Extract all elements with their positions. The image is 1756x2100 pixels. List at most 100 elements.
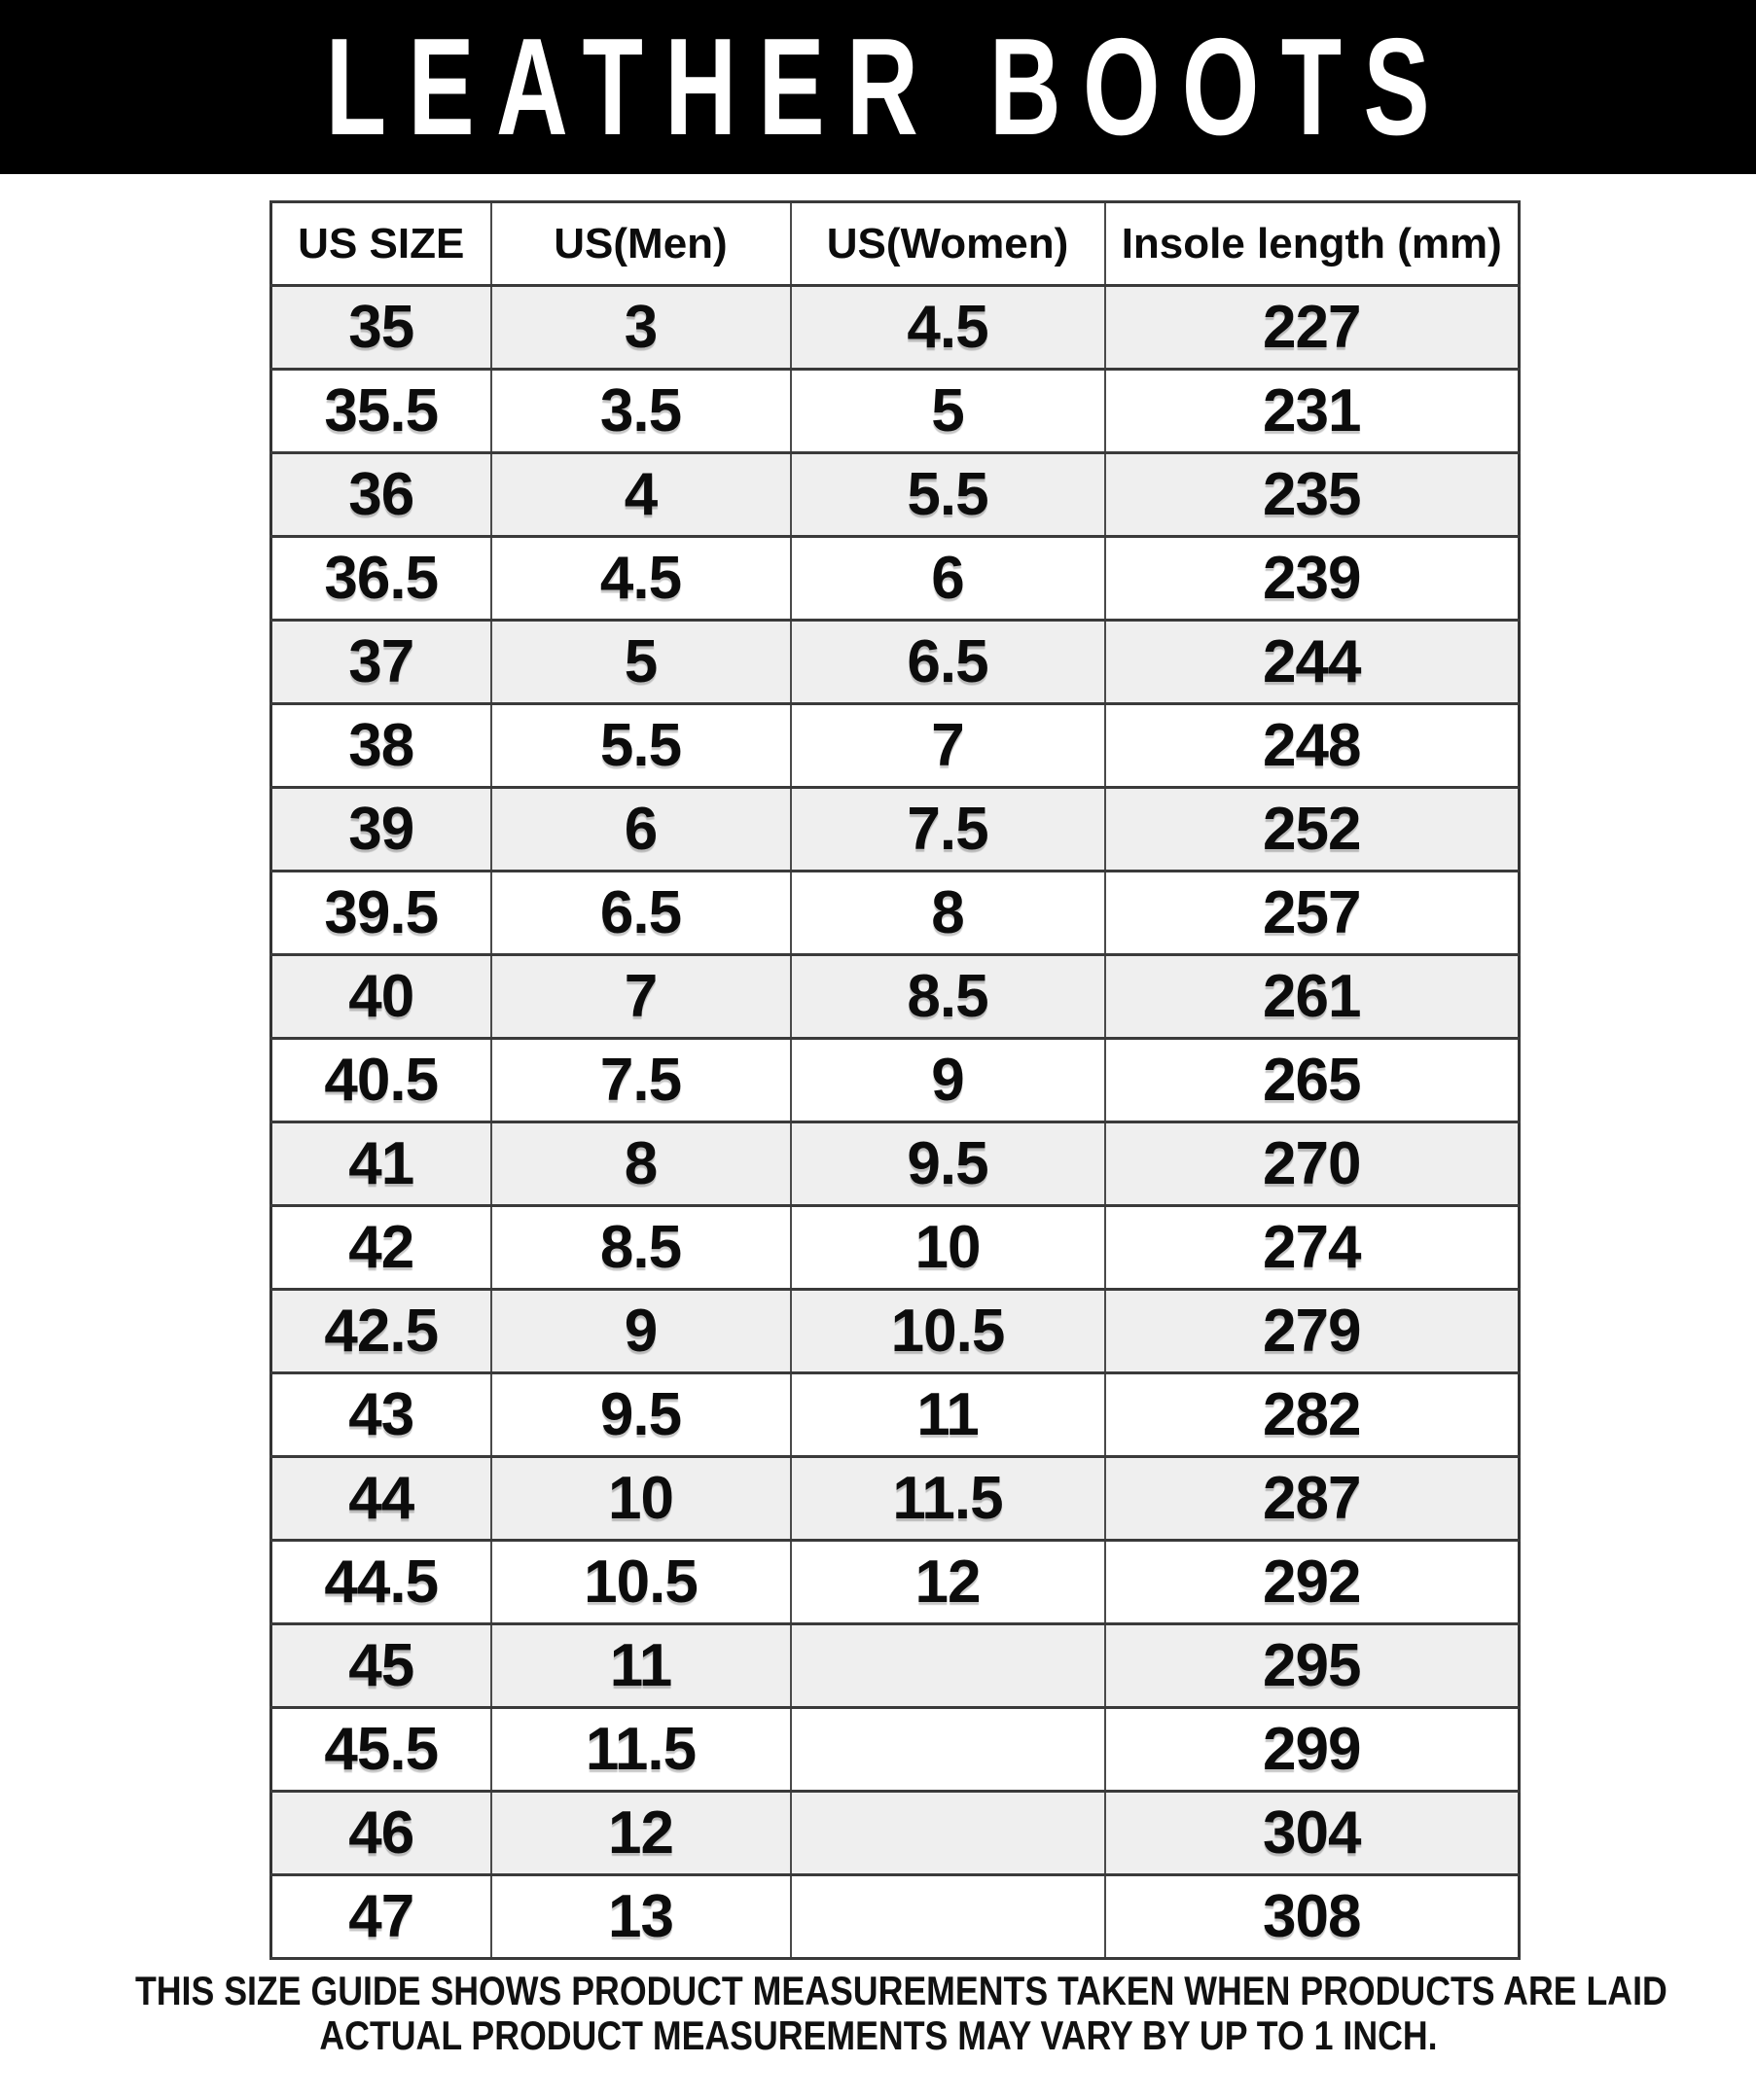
cell-us-size: 42.5 [269, 1288, 492, 1374]
cell-insole-length: 261 [1103, 953, 1521, 1040]
cell-us-size: 36 [269, 451, 492, 538]
table-row: 37 5 6.5 244 [269, 619, 1521, 705]
cell-us-women: 6 [789, 535, 1106, 622]
cell-us-men: 7.5 [489, 1037, 792, 1123]
table-row: 39.5 6.5 8 257 [269, 870, 1521, 956]
cell-us-size: 40 [269, 953, 492, 1040]
column-header-us-men: US(Men) [489, 200, 792, 287]
cell-insole-length: 287 [1103, 1455, 1521, 1542]
cell-us-men: 4 [489, 451, 792, 538]
cell-us-size: 37 [269, 619, 492, 705]
footer-note-line-1: THIS SIZE GUIDE SHOWS PRODUCT MEASUREMEN… [134, 1968, 1667, 2013]
cell-insole-length: 231 [1103, 368, 1521, 454]
cell-us-women [789, 1790, 1106, 1876]
table-row: 44.5 10.5 12 292 [269, 1539, 1521, 1625]
footer-note: THIS SIZE GUIDE SHOWS PRODUCT MEASUREMEN… [0, 1969, 1756, 2058]
cell-insole-length: 299 [1103, 1706, 1521, 1793]
cell-us-women: 11.5 [789, 1455, 1106, 1542]
cell-insole-length: 270 [1103, 1121, 1521, 1207]
cell-us-size: 36.5 [269, 535, 492, 622]
cell-us-size: 39.5 [269, 870, 492, 956]
cell-us-women: 11 [789, 1371, 1106, 1458]
cell-us-women: 7.5 [789, 786, 1106, 872]
cell-insole-length: 248 [1103, 702, 1521, 789]
cell-us-men: 11.5 [489, 1706, 792, 1793]
column-header-us-women: US(Women) [789, 200, 1106, 287]
column-header-us-size: US SIZE [269, 200, 492, 287]
table-row: 43 9.5 11 282 [269, 1371, 1521, 1458]
table-row: 36.5 4.5 6 239 [269, 535, 1521, 622]
cell-insole-length: 239 [1103, 535, 1521, 622]
cell-insole-length: 265 [1103, 1037, 1521, 1123]
table-row: 36 4 5.5 235 [269, 451, 1521, 538]
cell-us-women: 9 [789, 1037, 1106, 1123]
cell-us-women: 4.5 [789, 284, 1106, 371]
cell-insole-length: 235 [1103, 451, 1521, 538]
cell-us-men: 10.5 [489, 1539, 792, 1625]
cell-us-size: 43 [269, 1371, 492, 1458]
page-title-text: LEATHER BOOTS [326, 9, 1452, 164]
cell-us-size: 38 [269, 702, 492, 789]
cell-us-size: 42 [269, 1204, 492, 1291]
cell-insole-length: 252 [1103, 786, 1521, 872]
cell-insole-length: 279 [1103, 1288, 1521, 1374]
cell-insole-length: 257 [1103, 870, 1521, 956]
size-table: US SIZE US(Men) US(Women) Insole length … [269, 200, 1521, 1960]
cell-insole-length: 292 [1103, 1539, 1521, 1625]
cell-us-men: 10 [489, 1455, 792, 1542]
cell-us-women: 7 [789, 702, 1106, 789]
cell-insole-length: 304 [1103, 1790, 1521, 1876]
cell-us-men: 8.5 [489, 1204, 792, 1291]
table-row: 35.5 3.5 5 231 [269, 368, 1521, 454]
cell-insole-length: 282 [1103, 1371, 1521, 1458]
cell-us-men: 12 [489, 1790, 792, 1876]
cell-insole-length: 308 [1103, 1873, 1521, 1960]
table-row: 44 10 11.5 287 [269, 1455, 1521, 1542]
page-title: LEATHER BOOTS [81, 18, 1674, 157]
cell-us-women: 9.5 [789, 1121, 1106, 1207]
column-header-insole-length: Insole length (mm) [1103, 200, 1521, 287]
table-row: 38 5.5 7 248 [269, 702, 1521, 789]
cell-us-men: 4.5 [489, 535, 792, 622]
cell-us-size: 40.5 [269, 1037, 492, 1123]
cell-us-size: 46 [269, 1790, 492, 1876]
cell-us-size: 44 [269, 1455, 492, 1542]
table-row: 35 3 4.5 227 [269, 284, 1521, 371]
cell-us-women: 8.5 [789, 953, 1106, 1040]
cell-insole-length: 295 [1103, 1622, 1521, 1709]
cell-us-men: 3 [489, 284, 792, 371]
table-row: 46 12 304 [269, 1790, 1521, 1876]
title-banner: LEATHER BOOTS [0, 0, 1756, 174]
cell-us-size: 35 [269, 284, 492, 371]
table-header-row: US SIZE US(Men) US(Women) Insole length … [269, 200, 1521, 287]
cell-us-men: 7 [489, 953, 792, 1040]
cell-insole-length: 244 [1103, 619, 1521, 705]
table-row: 42 8.5 10 274 [269, 1204, 1521, 1291]
cell-us-women: 8 [789, 870, 1106, 956]
cell-us-size: 39 [269, 786, 492, 872]
cell-us-women: 6.5 [789, 619, 1106, 705]
footer-note-line-2: ACTUAL PRODUCT MEASUREMENTS MAY VARY BY … [318, 2012, 1438, 2058]
table-row: 47 13 308 [269, 1873, 1521, 1960]
cell-insole-length: 274 [1103, 1204, 1521, 1291]
cell-us-women: 5.5 [789, 451, 1106, 538]
cell-us-women [789, 1706, 1106, 1793]
cell-us-women: 10.5 [789, 1288, 1106, 1374]
table-row: 41 8 9.5 270 [269, 1121, 1521, 1207]
table-row: 45 11 295 [269, 1622, 1521, 1709]
cell-insole-length: 227 [1103, 284, 1521, 371]
cell-us-men: 6.5 [489, 870, 792, 956]
cell-us-men: 11 [489, 1622, 792, 1709]
cell-us-men: 9 [489, 1288, 792, 1374]
cell-us-size: 35.5 [269, 368, 492, 454]
cell-us-women: 10 [789, 1204, 1106, 1291]
cell-us-size: 41 [269, 1121, 492, 1207]
cell-us-men: 9.5 [489, 1371, 792, 1458]
table-row: 39 6 7.5 252 [269, 786, 1521, 872]
table-row: 40.5 7.5 9 265 [269, 1037, 1521, 1123]
cell-us-size: 47 [269, 1873, 492, 1960]
cell-us-men: 5 [489, 619, 792, 705]
cell-us-women [789, 1622, 1106, 1709]
cell-us-women [789, 1873, 1106, 1960]
